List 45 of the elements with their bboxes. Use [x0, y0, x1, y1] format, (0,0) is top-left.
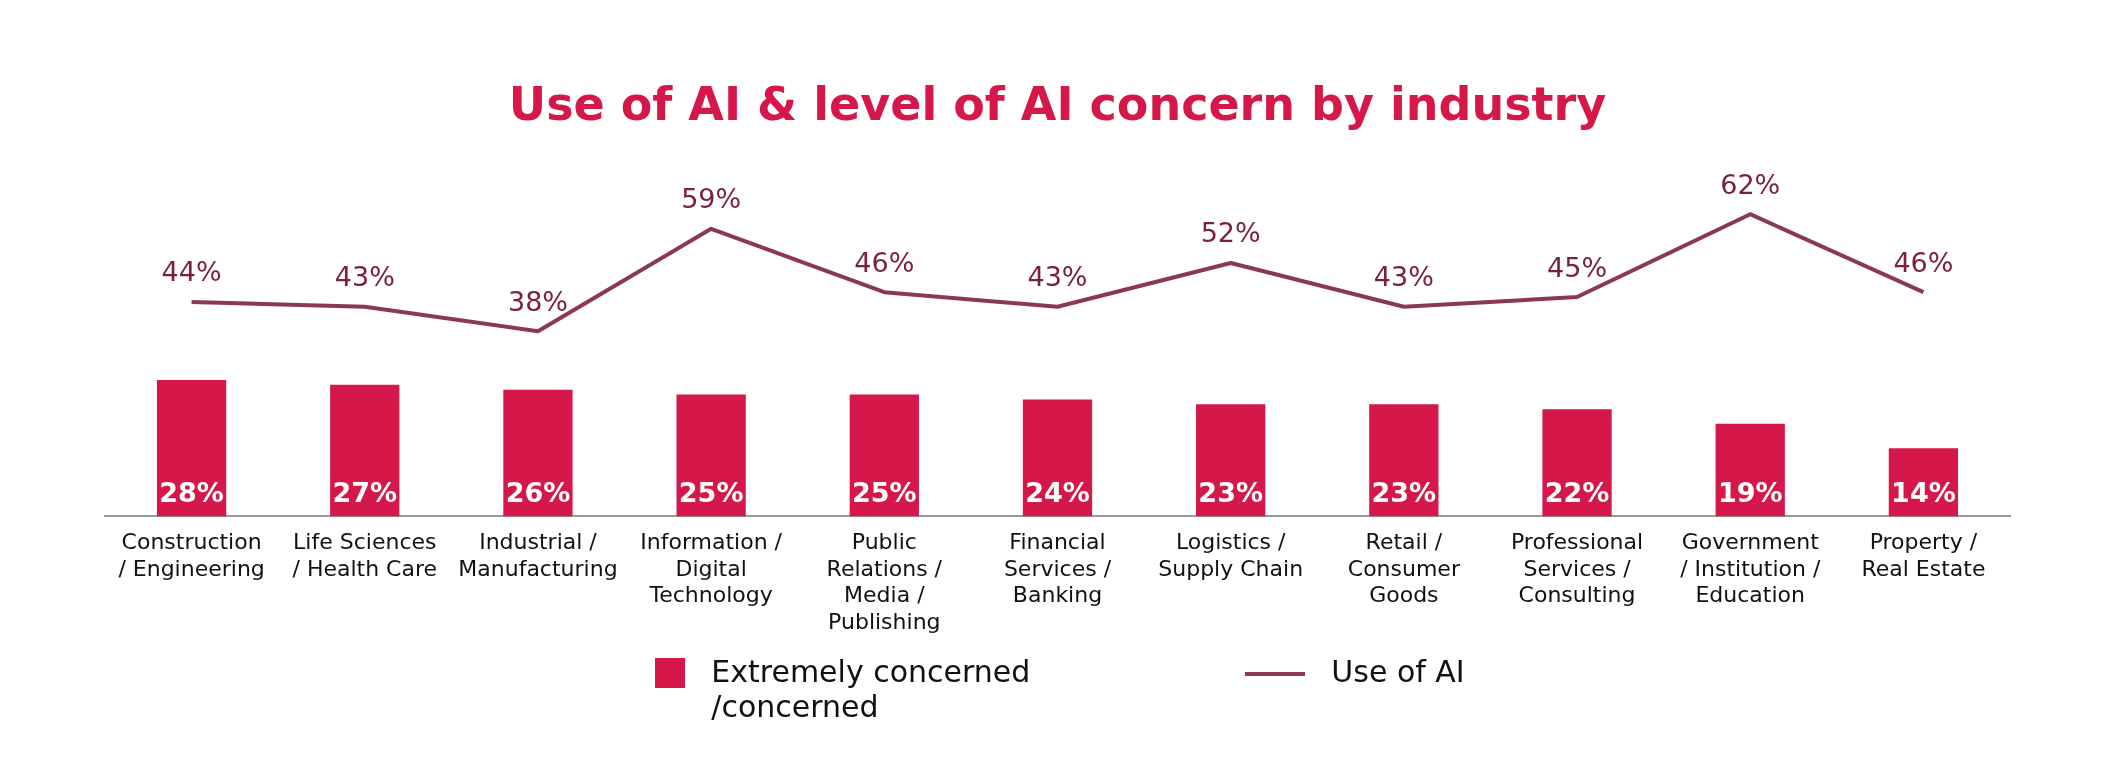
bar — [849, 394, 919, 517]
data-label: 52% — [1200, 217, 1261, 249]
data-label: 25% — [852, 476, 917, 508]
x-tick-label: Government / Institution / Education — [1680, 529, 1821, 608]
x-tick-label: Property / Real Estate — [1861, 529, 1986, 581]
bar — [1196, 404, 1266, 517]
data-label: 27% — [332, 476, 398, 508]
data-label: 25% — [678, 476, 744, 508]
data-label: 23% — [1198, 476, 1263, 508]
data-label: 43% — [334, 261, 395, 293]
bar — [676, 394, 746, 517]
data-label: 44% — [161, 256, 222, 288]
x-tick-label: Life Sciences / Health Care — [292, 529, 438, 581]
data-label: 23% — [1371, 476, 1437, 508]
data-label: 46% — [854, 246, 915, 278]
data-label: 43% — [1373, 261, 1434, 293]
legend-label: Extremely concerned /concerned — [711, 654, 1032, 724]
data-label: 14% — [1891, 476, 1956, 508]
x-tick-label: Retail / Consumer Goods — [1347, 529, 1461, 608]
bar — [503, 389, 573, 517]
x-tick-label: Logistics / Supply Chain — [1158, 529, 1304, 581]
bar — [1022, 399, 1093, 517]
bar — [156, 379, 227, 517]
x-tick-label: Construction / Engineering — [118, 529, 265, 581]
data-label: 26% — [505, 476, 571, 508]
data-label: 19% — [1717, 476, 1783, 508]
bar — [1542, 409, 1612, 517]
chart-title: Use of AI & level of AI concern by industry — [508, 76, 1607, 131]
legend-label: Use of AI — [1331, 654, 1465, 689]
bar — [330, 384, 400, 517]
data-label: 28% — [159, 476, 224, 508]
data-label: 43% — [1027, 261, 1088, 293]
x-tick-label: Industrial / Manufacturing — [458, 529, 618, 581]
data-label: 59% — [681, 183, 742, 215]
x-tick-label: Professional Services / Consulting — [1510, 529, 1644, 608]
data-label: 24% — [1025, 476, 1090, 508]
x-tick-label: Public Relations / Media / Publishing — [826, 529, 943, 634]
x-tick-label: Financial Services / Banking — [1003, 529, 1112, 608]
x-tick-label: Information / Digital Technology — [640, 529, 783, 608]
data-label: 46% — [1893, 246, 1954, 278]
data-label: 62% — [1720, 168, 1781, 200]
data-label: 22% — [1544, 476, 1610, 508]
data-label: 38% — [507, 285, 568, 317]
bar — [1369, 404, 1439, 517]
data-label: 45% — [1547, 251, 1608, 283]
